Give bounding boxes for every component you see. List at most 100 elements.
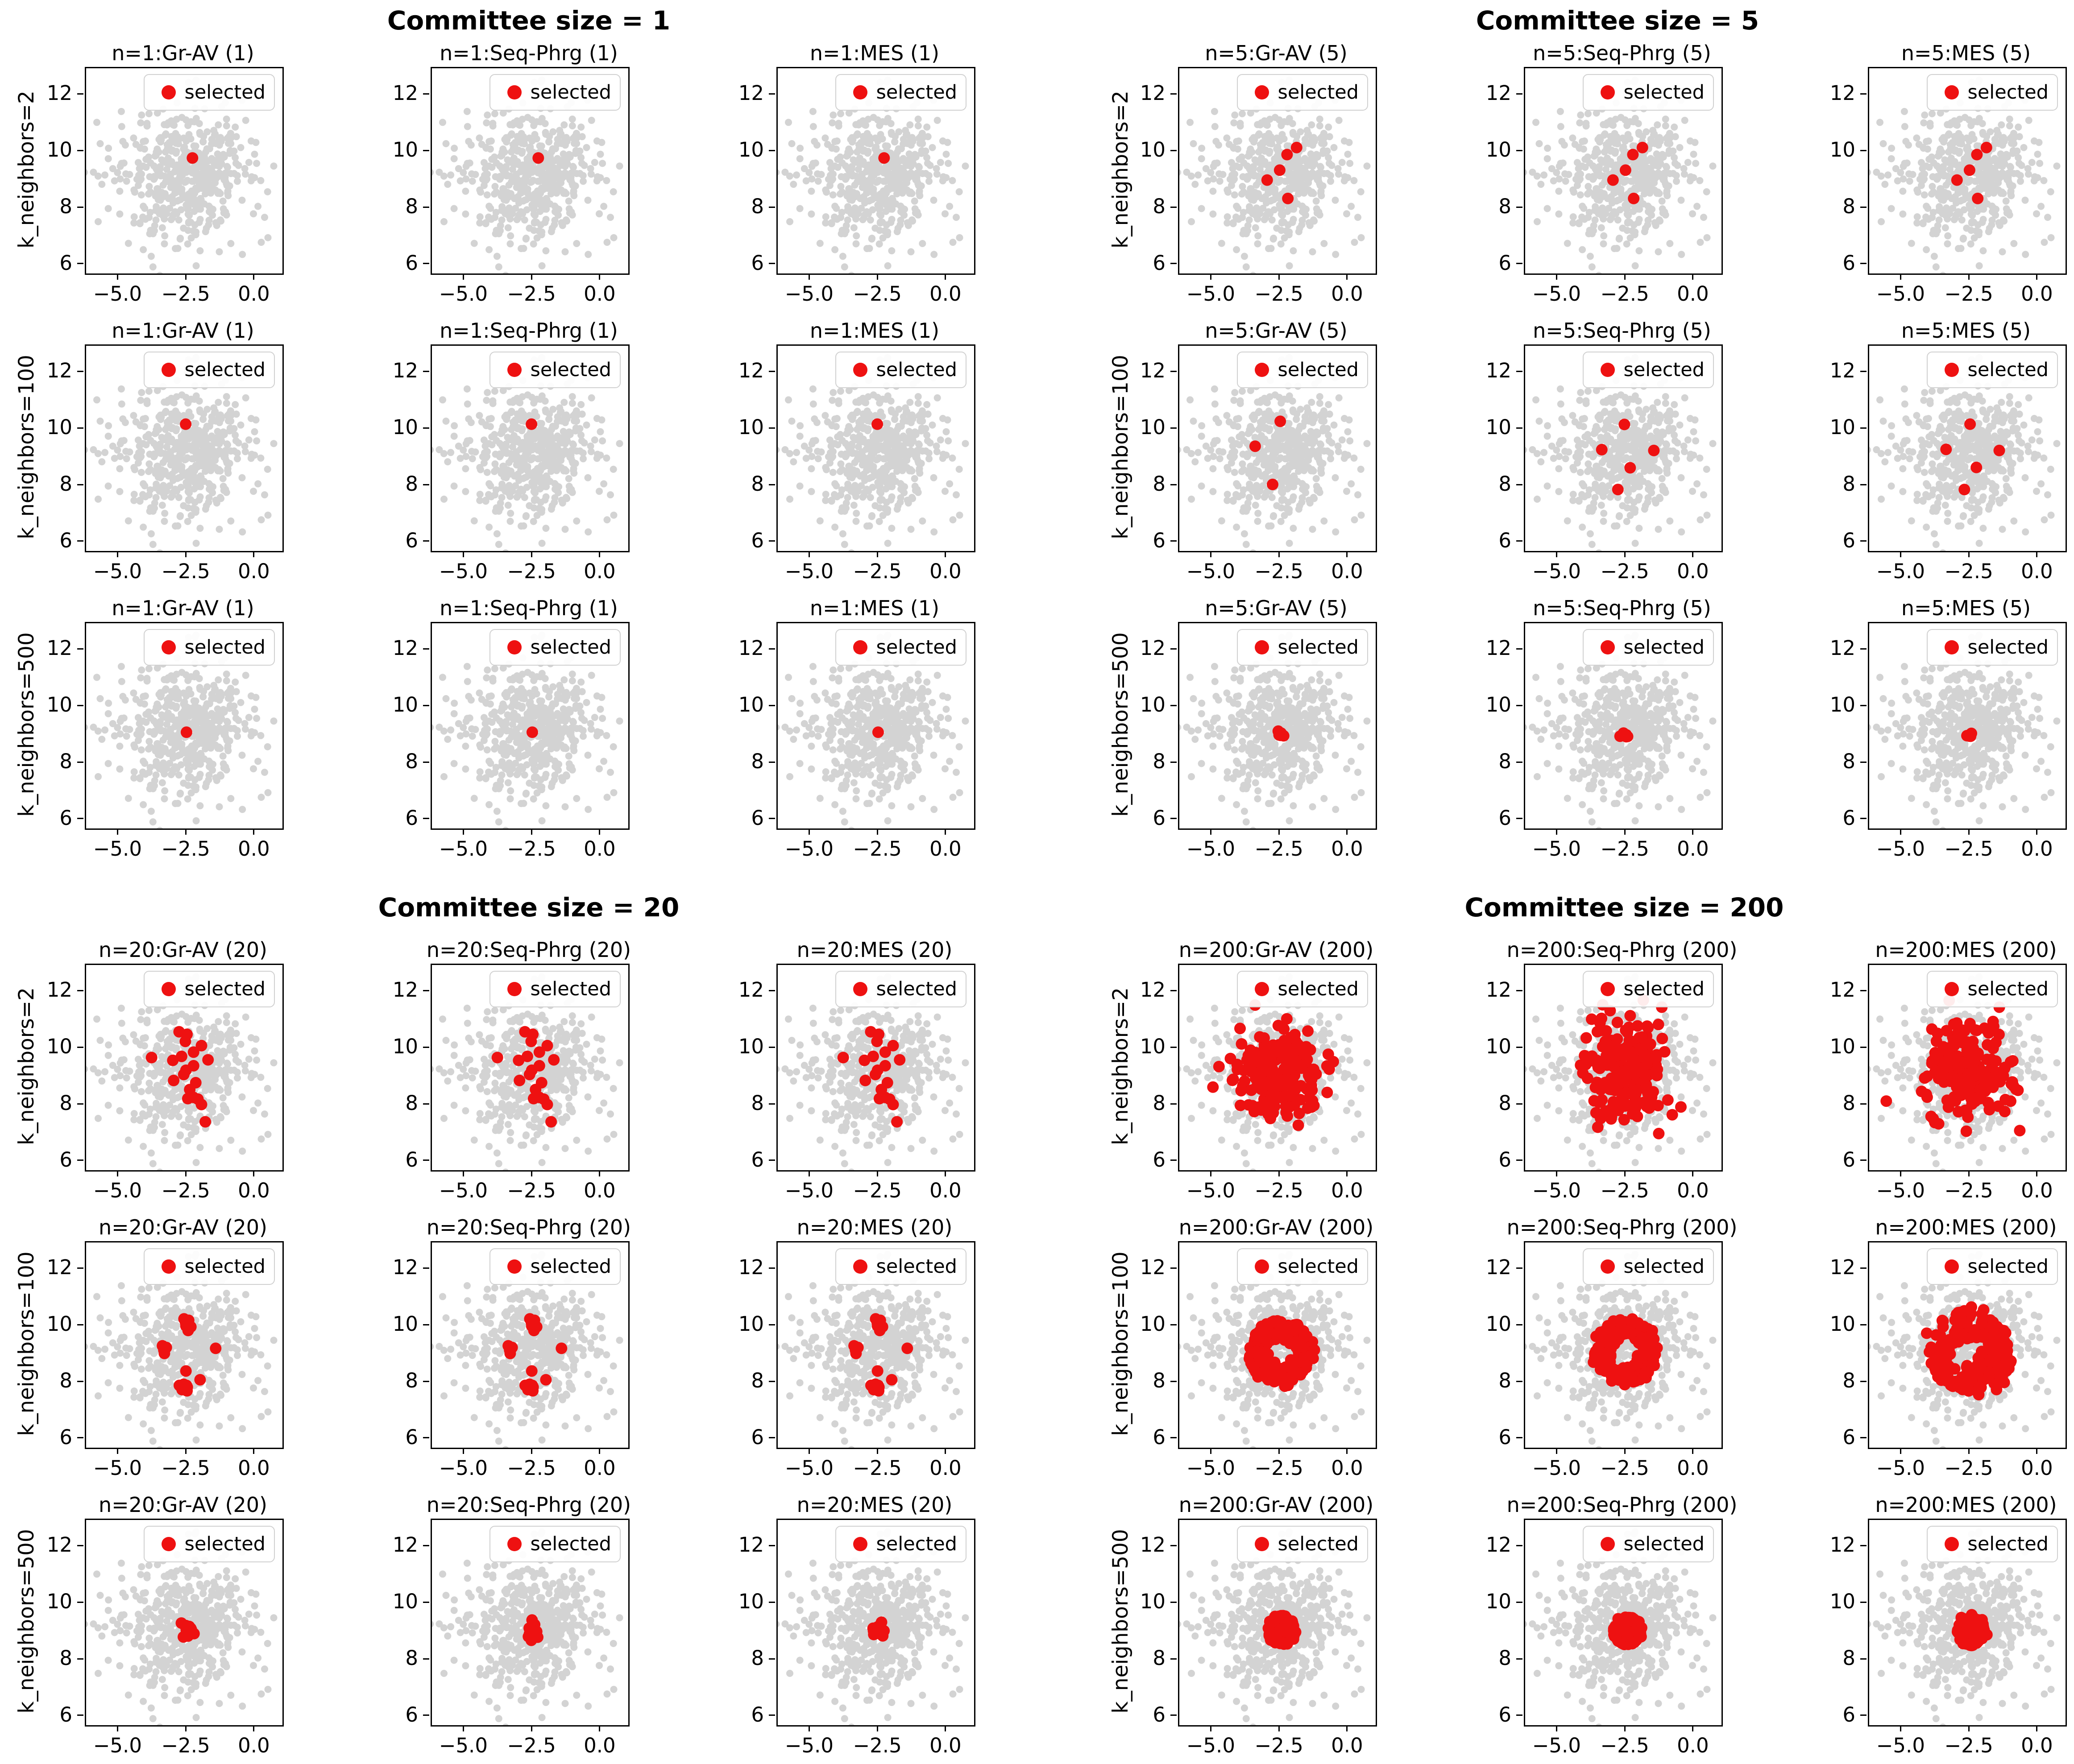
- voter-point: [440, 495, 448, 503]
- voter-point: [196, 130, 204, 138]
- voter-point: [884, 506, 892, 513]
- voter-point: [808, 175, 816, 183]
- voter-point: [212, 453, 220, 460]
- voter-point: [1354, 214, 1361, 221]
- voter-point: [567, 451, 575, 459]
- y-tick: [77, 93, 83, 95]
- voter-point: [177, 235, 184, 242]
- legend-selected-swatch: [162, 363, 176, 377]
- voter-point: [130, 213, 138, 220]
- voter-point: [2041, 239, 2048, 246]
- voter-point: [1598, 181, 1606, 189]
- voter-point: [790, 458, 797, 466]
- voter-point: [257, 177, 265, 184]
- voter-point: [848, 207, 855, 214]
- voter-point: [577, 431, 585, 439]
- voter-point: [1681, 116, 1688, 124]
- voter-point: [897, 216, 904, 224]
- voter-point: [801, 443, 808, 450]
- voter-point: [132, 141, 140, 148]
- voter-point: [546, 153, 554, 160]
- voter-point: [500, 449, 508, 456]
- voter-point: [163, 487, 170, 495]
- voter-point: [1614, 197, 1622, 204]
- voter-point: [1616, 235, 1623, 242]
- voter-point: [178, 433, 185, 440]
- voter-point: [163, 451, 170, 458]
- voter-point: [850, 224, 858, 232]
- voter-point: [1600, 240, 1607, 248]
- voter-point: [104, 205, 112, 212]
- voter-point: [508, 408, 515, 415]
- voter-point: [564, 153, 571, 160]
- voter-point: [509, 418, 517, 426]
- voter-point: [949, 239, 957, 246]
- voter-point: [200, 200, 208, 207]
- voter-point: [548, 502, 556, 509]
- voter-point: [513, 457, 521, 465]
- voter-point: [1249, 207, 1257, 214]
- voter-point: [1591, 152, 1599, 159]
- voter-point: [949, 177, 956, 184]
- voter-point: [852, 398, 860, 406]
- y-tick-label: 12: [19, 81, 72, 105]
- voter-point: [1621, 116, 1629, 124]
- voter-point: [167, 180, 175, 187]
- voter-point: [867, 494, 874, 501]
- voter-point: [882, 485, 890, 493]
- voter-point: [1887, 155, 1895, 162]
- voter-point: [1954, 208, 1962, 215]
- voter-point: [1310, 170, 1317, 178]
- voter-point: [588, 394, 595, 402]
- voter-point: [476, 497, 484, 504]
- voter-point: [447, 449, 455, 456]
- voter-point: [917, 182, 925, 190]
- voter-point: [838, 188, 846, 196]
- voter-point: [1253, 181, 1260, 189]
- voter-point: [1332, 528, 1340, 536]
- voter-point: [118, 123, 125, 130]
- voter-point: [1932, 263, 1940, 271]
- voter-point: [942, 150, 950, 158]
- x-tick-label: −5.0: [419, 282, 508, 306]
- voter-point: [888, 525, 896, 532]
- voter-point: [135, 171, 142, 179]
- voter-point: [942, 451, 950, 459]
- voter-point: [1198, 155, 1205, 162]
- voter-point: [1559, 159, 1567, 167]
- voter-point: [1576, 119, 1584, 127]
- voter-point: [1565, 171, 1572, 178]
- voter-point: [232, 133, 240, 141]
- voter-point: [487, 137, 495, 145]
- voter-point: [597, 150, 604, 158]
- voter-point: [1327, 178, 1334, 185]
- voter-point: [1236, 122, 1244, 130]
- voter-point: [851, 181, 859, 189]
- voter-point: [827, 165, 835, 172]
- voter-point: [245, 436, 253, 444]
- voter-point: [242, 394, 249, 402]
- selected-point: [1628, 192, 1640, 204]
- y-tick-label: 6: [1458, 251, 1511, 275]
- voter-point: [513, 493, 521, 501]
- voter-point: [488, 441, 496, 448]
- voter-point: [554, 432, 561, 440]
- voter-point: [875, 240, 883, 248]
- voter-point: [152, 494, 160, 501]
- y-tick-label: 6: [710, 251, 764, 275]
- voter-point: [892, 200, 900, 207]
- section-header-committee-1: Committee size = 1: [387, 5, 670, 36]
- voter-point: [1610, 208, 1618, 215]
- voter-point: [1999, 216, 2007, 224]
- x-tick: [116, 551, 118, 557]
- x-tick: [185, 551, 187, 557]
- voter-point: [184, 518, 191, 525]
- voter-point: [157, 549, 163, 551]
- voter-point: [1218, 240, 1225, 247]
- voter-point: [1590, 222, 1597, 229]
- voter-point: [796, 422, 804, 430]
- voter-point: [888, 247, 896, 255]
- voter-point: [833, 415, 841, 422]
- voter-point: [580, 455, 587, 463]
- voter-point: [498, 216, 506, 224]
